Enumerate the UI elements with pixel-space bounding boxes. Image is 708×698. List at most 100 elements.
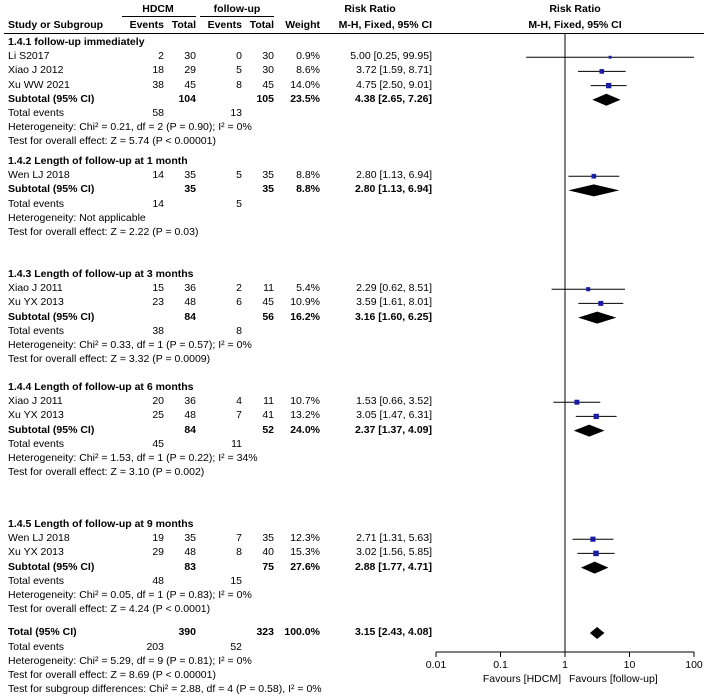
overall-effect-text: Test for overall effect: Z = 3.10 (P = 0… [8,466,205,479]
study-name: Xu YX 2013 [8,296,64,309]
subtotal-label: Subtotal (95% CI) [8,92,95,105]
study-weight: 13.2% [290,409,320,422]
study-ci-text: 5.00 [0.25, 99.95] [350,50,432,63]
study-e2: 2 [236,282,242,295]
point-estimate-marker [608,55,612,59]
overall-effect-text: Test for overall effect: Z = 3.32 (P = 0… [8,353,211,366]
x-tick-label: 0.01 [426,659,447,671]
study-e2: 8 [236,546,242,559]
study-e1: 38 [152,78,164,91]
subtotal-label: Subtotal (95% CI) [8,560,95,573]
point-estimate-marker [593,413,599,420]
study-ci-text: 4.75 [2.50, 9.01] [356,78,432,91]
total-events-label: Total events [8,107,65,119]
study-n1: 48 [184,296,196,309]
subtotal-ci: 3.16 [1.60, 6.25] [354,310,432,323]
subtotal-diamond [573,424,605,437]
study-e1: 25 [152,409,164,422]
study-weight: 8.8% [296,169,320,182]
study-name: Xiao J 2011 [8,395,63,408]
subtotal-diamond [578,311,617,324]
subtotal-n2: 105 [256,92,274,105]
study-name: Xiao J 2012 [8,64,64,77]
subtotal-n1: 84 [184,310,196,323]
subtotal-n2: 56 [262,310,274,323]
study-ci-text: 3.05 [1.47, 6.31] [356,409,432,422]
study-e1: 29 [152,546,164,559]
study-e2: 8 [236,78,242,91]
study-weight: 14.0% [290,78,320,91]
subtotal-weight: 16.2% [290,310,320,323]
study-name: Xiao J 2011 [8,282,63,295]
subtotal-ci: 2.88 [1.77, 4.71] [354,560,432,573]
subtotal-diamond [568,184,620,197]
study-ci-text: 2.29 [0.62, 8.51] [356,282,432,295]
subtotal-ci: 4.38 [2.65, 7.26] [354,92,432,105]
study-n2: 35 [262,532,274,545]
subgroup-title: 1.4.2 Length of follow-up at 1 month [8,155,188,167]
total-events-e2: 8 [236,324,242,337]
risk-ratio-left-header: Risk Ratio [344,3,396,15]
study-weight: 15.3% [290,546,320,559]
group2-underline [200,16,274,17]
total-events-label: Total events [8,324,65,337]
study-weight: 0.9% [296,50,320,63]
heterogeneity-text: Heterogeneity: Chi² = 0.21, df = 2 (P = … [8,121,252,134]
total-events-e1: 58 [152,107,164,119]
study-weight: 8.6% [296,64,320,77]
study-n1: 35 [184,532,196,545]
study-n2: 30 [262,50,274,63]
study-n2: 41 [262,409,274,422]
study-n2: 11 [263,282,274,295]
study-n2: 45 [262,296,274,309]
subtotal-label: Subtotal (95% CI) [8,183,95,196]
study-n2: 45 [262,78,274,91]
x-tick-label: 100 [685,659,703,671]
study-weight: 12.3% [290,532,320,545]
heterogeneity-text: Heterogeneity: Chi² = 0.05, df = 1 (P = … [8,589,252,601]
heterogeneity-text: Heterogeneity: Not applicable [8,211,146,224]
method-left-header: M-H, Fixed, 95% CI [338,19,432,31]
subtotal-n1: 83 [184,560,196,573]
events2-header: Events [207,19,242,31]
study-name: Wen LJ 2018 [8,169,70,182]
point-estimate-marker [605,82,612,89]
study-name: Xu WW 2021 [8,78,70,91]
subtotal-n2: 35 [262,183,274,196]
study-column-header: Study or Subgroup [8,19,104,31]
favours-right-label: Favours [follow-up] [569,673,658,685]
total-events-label: Total events [8,437,65,450]
study-weight: 10.9% [290,296,320,309]
study-name: Xu YX 2013 [8,409,64,422]
study-n1: 35 [184,169,196,182]
subtotal-ci: 2.80 [1.13, 6.94] [354,183,432,196]
study-e2: 4 [236,395,242,408]
study-weight: 5.4% [296,282,320,295]
total-ci: 3.15 [2.43, 4.08] [354,626,432,638]
study-ci-text: 3.72 [1.59, 8.71] [356,64,432,77]
x-tick-label: 10 [624,659,636,671]
subtotal-n2: 75 [262,560,274,573]
point-estimate-marker [599,69,605,74]
study-e1: 18 [152,64,164,77]
study-n2: 11 [263,395,274,408]
overall-effect-text: Test for overall effect: Z = 5.74 (P < 0… [8,135,216,148]
study-e2: 6 [236,296,242,309]
heterogeneity-text: Heterogeneity: Chi² = 0.33, df = 1 (P = … [8,339,252,351]
subgroup-title: 1.4.5 Length of follow-up at 9 months [8,518,194,530]
study-n1: 30 [184,50,196,63]
study-n1: 45 [184,78,196,91]
study-n1: 48 [184,409,196,422]
subtotal-n2: 52 [262,423,274,436]
study-ci-text: 3.59 [1.61, 8.01] [356,296,432,309]
overall-diamond [589,627,605,639]
subtotal-diamond [592,93,621,106]
events1-header: Events [129,19,164,31]
subtotal-diamond [580,561,609,574]
total-events2: 52 [230,641,242,653]
overall-effect-text: Test for overall effect: Z = 2.22 (P = 0… [8,226,199,238]
total-events-label: Total events [8,641,65,653]
study-n1: 36 [184,395,196,408]
point-estimate-marker [591,173,597,179]
study-ci-text: 3.02 [1.56, 5.85] [356,546,432,559]
